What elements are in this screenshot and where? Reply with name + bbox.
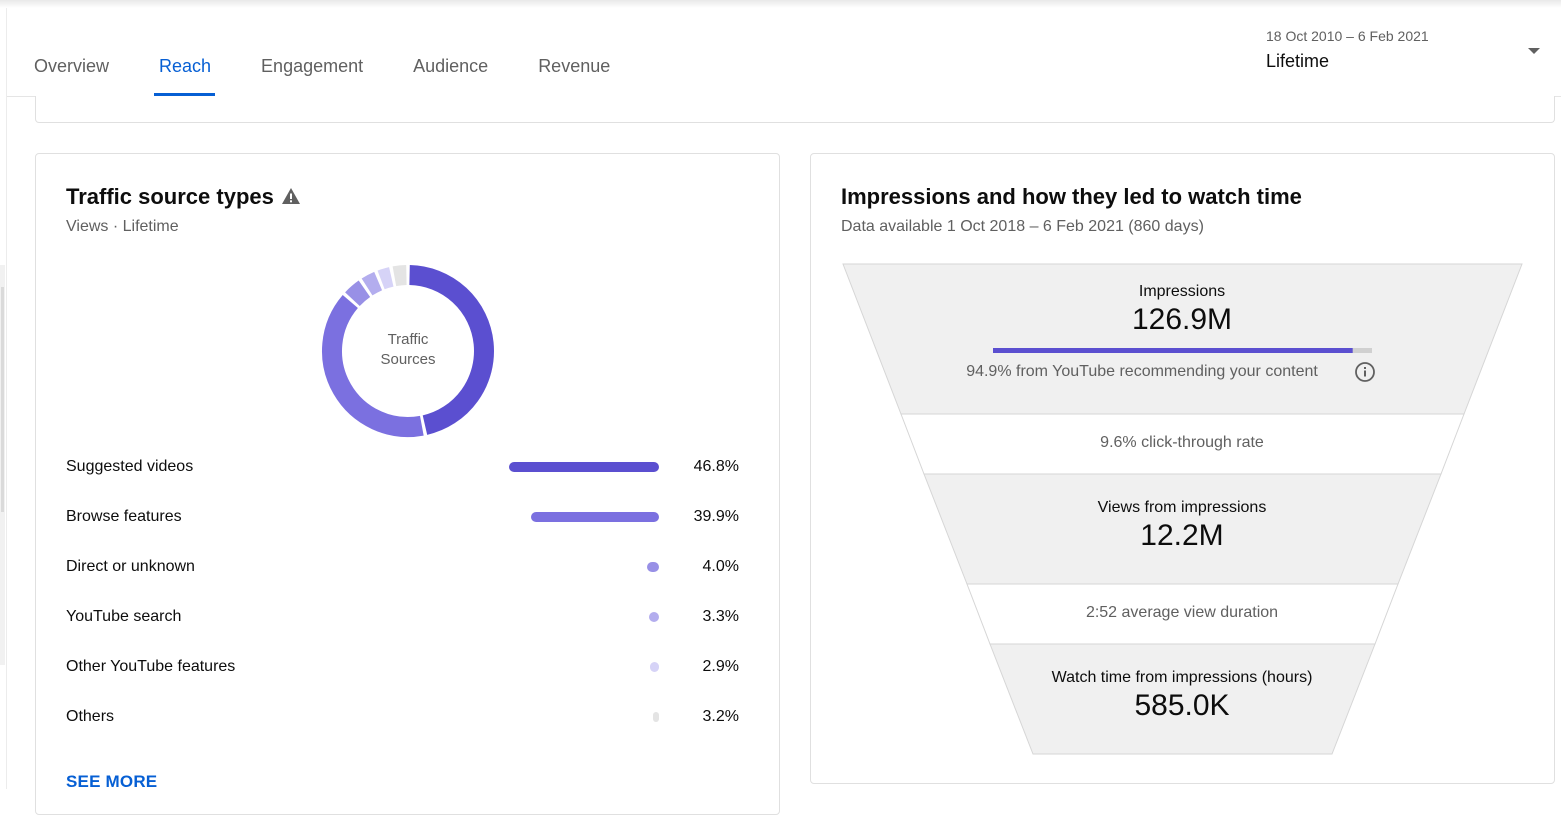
side-scrollbar[interactable] [0, 265, 5, 665]
traffic-card-subtitle: Views · Lifetime [66, 218, 179, 235]
traffic-source-label: Browse features [66, 508, 182, 525]
traffic-source-value: 39.9% [693, 508, 739, 525]
donut-label-line2: Sources [380, 351, 436, 368]
traffic-source-bar [647, 562, 659, 572]
traffic-source-label: Others [66, 708, 115, 725]
left-divider [6, 8, 7, 789]
traffic-source-bar [509, 462, 659, 472]
views-value: 12.2M [1140, 519, 1224, 552]
recommend-note: 94.9% from YouTube recommending your con… [966, 363, 1318, 380]
donut-label-line1: Traffic [387, 331, 429, 348]
traffic-source-label: Suggested videos [66, 458, 194, 475]
side-scrollbar-thumb[interactable] [1, 287, 4, 512]
caret-down-icon[interactable] [1528, 48, 1540, 54]
date-range-selector[interactable]: 18 Oct 2010 – 6 Feb 2021 Lifetime [1266, 28, 1556, 78]
impressions-card-subtitle: Data available 1 Oct 2018 – 6 Feb 2021 (… [841, 218, 1204, 235]
date-period-text: Lifetime [1266, 51, 1330, 71]
traffic-source-label: YouTube search [66, 608, 182, 625]
views-block: Views from impressions 12.2M [1042, 499, 1322, 553]
traffic-source-value: 4.0% [702, 558, 739, 575]
donut-segment [409, 265, 494, 435]
info-icon[interactable] [1354, 361, 1376, 383]
donut-segment [377, 267, 394, 290]
traffic-source-row: Direct or unknown 4.0% [66, 555, 746, 579]
tab-bar: Overview Reach Engagement Audience Reven… [34, 8, 660, 96]
ctr-note: 9.6% click-through rate [1100, 434, 1264, 451]
impressions-card: Impressions and how they led to watch ti… [810, 153, 1555, 784]
donut-segment [361, 271, 383, 296]
impressions-block: Impressions 126.9M [1042, 283, 1322, 337]
tab-reach[interactable]: Reach [154, 8, 216, 96]
previous-card-edge [35, 96, 1555, 123]
traffic-source-card: Traffic source types Views · Lifetime Tr… [35, 153, 780, 815]
see-more-link[interactable]: SEE MORE [66, 772, 158, 791]
traffic-source-value: 46.8% [693, 458, 739, 475]
tab-overview[interactable]: Overview [34, 56, 110, 76]
traffic-source-value: 3.2% [702, 708, 739, 725]
impressions-funnel [842, 263, 1523, 755]
traffic-source-bar [649, 612, 659, 622]
traffic-source-bar [531, 512, 659, 522]
top-shadow [0, 0, 1561, 8]
impressions-value: 126.9M [1131, 303, 1233, 336]
tab-engagement[interactable]: Engagement [261, 56, 364, 76]
traffic-source-row: Other YouTube features 2.9% [66, 655, 746, 679]
traffic-source-row: Suggested videos 46.8% [66, 455, 746, 479]
impressions-card-title: Impressions and how they led to watch ti… [841, 184, 1302, 209]
analytics-header: Overview Reach Engagement Audience Reven… [7, 8, 1561, 97]
recommend-bar-fill [993, 348, 1353, 353]
traffic-source-value: 3.3% [702, 608, 739, 625]
tab-audience[interactable]: Audience [413, 56, 489, 76]
traffic-source-label: Direct or unknown [66, 558, 195, 575]
traffic-source-value: 2.9% [702, 658, 739, 675]
donut-segment [345, 280, 371, 307]
date-range-text: 18 Oct 2010 – 6 Feb 2021 [1266, 28, 1429, 44]
traffic-donut-chart [322, 265, 494, 437]
watchtime-label: Watch time from impressions (hours) [1051, 669, 1313, 686]
watchtime-value: 585.0K [1134, 689, 1230, 722]
watchtime-block: Watch time from impressions (hours) 585.… [1042, 669, 1322, 723]
impressions-label: Impressions [1138, 283, 1226, 300]
donut-center-label: Traffic Sources [348, 330, 468, 370]
views-label: Views from impressions [1097, 499, 1267, 516]
traffic-source-row: YouTube search 3.3% [66, 605, 746, 629]
warning-icon[interactable] [281, 187, 301, 205]
avg-duration-note: 2:52 average view duration [1085, 604, 1279, 621]
donut-segment [392, 265, 407, 287]
traffic-source-bar [650, 662, 659, 672]
traffic-source-row: Browse features 39.9% [66, 505, 746, 529]
tab-revenue[interactable]: Revenue [538, 56, 611, 76]
traffic-source-bar [653, 712, 659, 722]
funnel-watchtime-band [989, 643, 1376, 755]
traffic-card-title: Traffic source types [66, 184, 274, 209]
traffic-source-label: Other YouTube features [66, 658, 236, 675]
donut-segment [322, 295, 424, 437]
traffic-source-row: Others 3.2% [66, 705, 746, 729]
